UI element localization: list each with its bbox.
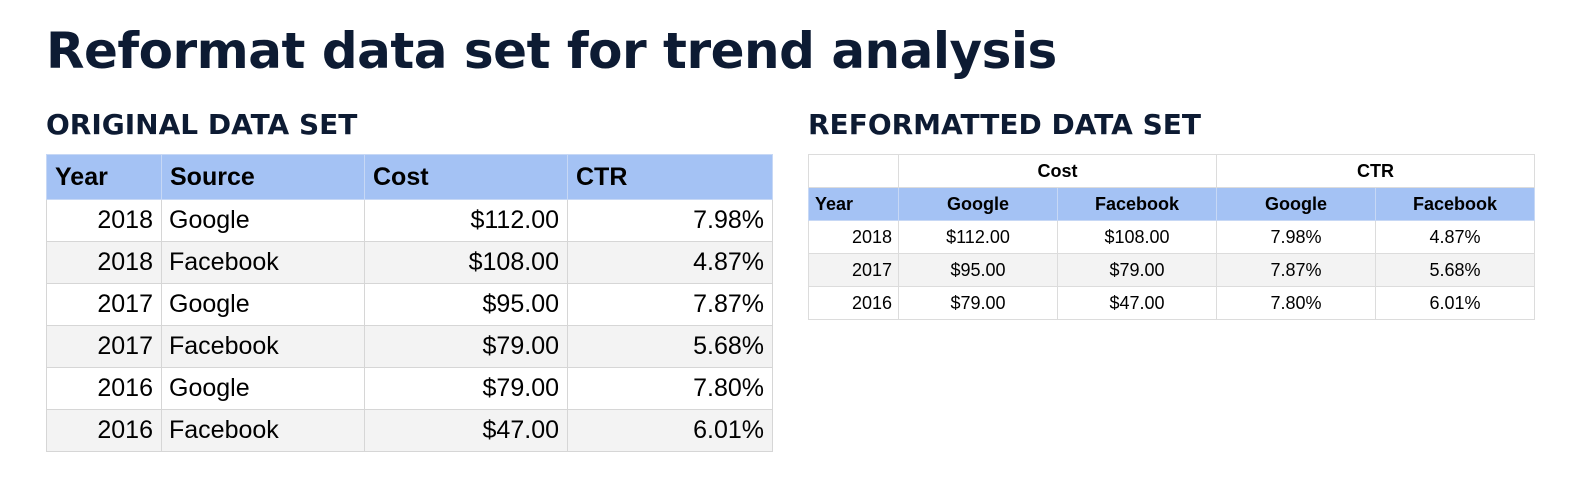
table-row: 2018 Facebook $108.00 4.87% [46, 241, 773, 284]
cell-cost-google[interactable]: $79.00 [898, 286, 1058, 320]
column-header-cost-facebook[interactable]: Facebook [1057, 187, 1217, 221]
table-row: 2016 Facebook $47.00 6.01% [46, 409, 773, 452]
cell-ctr[interactable]: 5.68% [567, 325, 773, 368]
group-header-ctr[interactable]: CTR [1216, 154, 1535, 188]
table-row: 2017 Facebook $79.00 5.68% [46, 325, 773, 368]
reformatted-data-table: Cost CTR Year Google Facebook Google Fac… [808, 154, 1535, 320]
table-row: 2018 Google $112.00 7.98% [46, 199, 773, 242]
reformatted-data-set-heading: REFORMATTED DATA SET [808, 108, 1201, 141]
cell-ctr[interactable]: 4.87% [567, 241, 773, 284]
column-header-ctr-facebook[interactable]: Facebook [1375, 187, 1535, 221]
original-data-table: Year Source Cost CTR 2018 Google $112.00… [46, 154, 773, 452]
cell-source[interactable]: Facebook [161, 241, 365, 284]
header-row: Year Source Cost CTR [46, 154, 773, 200]
cell-source[interactable]: Google [161, 367, 365, 410]
group-header-row: Cost CTR [808, 154, 1535, 188]
cell-cost[interactable]: $79.00 [364, 367, 568, 410]
cell-ctr-google[interactable]: 7.87% [1216, 253, 1376, 287]
cell-cost[interactable]: $95.00 [364, 283, 568, 326]
cell-year[interactable]: 2016 [46, 409, 162, 452]
cell-year[interactable]: 2016 [808, 286, 899, 320]
sub-header-row: Year Google Facebook Google Facebook [808, 187, 1535, 221]
page-title: Reformat data set for trend analysis [46, 22, 1057, 80]
table-row: 2018 $112.00 $108.00 7.98% 4.87% [808, 220, 1535, 254]
cell-year[interactable]: 2018 [46, 199, 162, 242]
cell-source[interactable]: Facebook [161, 325, 365, 368]
cell-source[interactable]: Google [161, 283, 365, 326]
column-header-year[interactable]: Year [808, 187, 899, 221]
column-header-year[interactable]: Year [46, 154, 162, 200]
cell-ctr-facebook[interactable]: 4.87% [1375, 220, 1535, 254]
group-header-cost[interactable]: Cost [898, 154, 1217, 188]
cell-year[interactable]: 2017 [46, 325, 162, 368]
column-header-source[interactable]: Source [161, 154, 365, 200]
cell-ctr-facebook[interactable]: 6.01% [1375, 286, 1535, 320]
cell-year[interactable]: 2018 [808, 220, 899, 254]
cell-ctr-google[interactable]: 7.98% [1216, 220, 1376, 254]
cell-year[interactable]: 2017 [46, 283, 162, 326]
cell-cost-facebook[interactable]: $108.00 [1057, 220, 1217, 254]
cell-year[interactable]: 2017 [808, 253, 899, 287]
original-data-set-heading: ORIGINAL DATA SET [46, 108, 358, 141]
table-row: 2016 $79.00 $47.00 7.80% 6.01% [808, 286, 1535, 320]
column-header-cost[interactable]: Cost [364, 154, 568, 200]
table-row: 2016 Google $79.00 7.80% [46, 367, 773, 410]
cell-ctr[interactable]: 7.98% [567, 199, 773, 242]
cell-ctr-facebook[interactable]: 5.68% [1375, 253, 1535, 287]
column-header-cost-google[interactable]: Google [898, 187, 1058, 221]
cell-cost[interactable]: $47.00 [364, 409, 568, 452]
cell-cost-facebook[interactable]: $79.00 [1057, 253, 1217, 287]
cell-ctr[interactable]: 7.80% [567, 367, 773, 410]
column-header-ctr-google[interactable]: Google [1216, 187, 1376, 221]
cell-cost-google[interactable]: $112.00 [898, 220, 1058, 254]
cell-ctr[interactable]: 6.01% [567, 409, 773, 452]
cell-cost[interactable]: $79.00 [364, 325, 568, 368]
cell-year[interactable]: 2016 [46, 367, 162, 410]
group-header-empty[interactable] [808, 154, 899, 188]
cell-cost-google[interactable]: $95.00 [898, 253, 1058, 287]
cell-source[interactable]: Google [161, 199, 365, 242]
cell-source[interactable]: Facebook [161, 409, 365, 452]
cell-ctr[interactable]: 7.87% [567, 283, 773, 326]
cell-year[interactable]: 2018 [46, 241, 162, 284]
table-row: 2017 $95.00 $79.00 7.87% 5.68% [808, 253, 1535, 287]
table-row: 2017 Google $95.00 7.87% [46, 283, 773, 326]
cell-cost[interactable]: $108.00 [364, 241, 568, 284]
column-header-ctr[interactable]: CTR [567, 154, 773, 200]
cell-ctr-google[interactable]: 7.80% [1216, 286, 1376, 320]
cell-cost[interactable]: $112.00 [364, 199, 568, 242]
cell-cost-facebook[interactable]: $47.00 [1057, 286, 1217, 320]
